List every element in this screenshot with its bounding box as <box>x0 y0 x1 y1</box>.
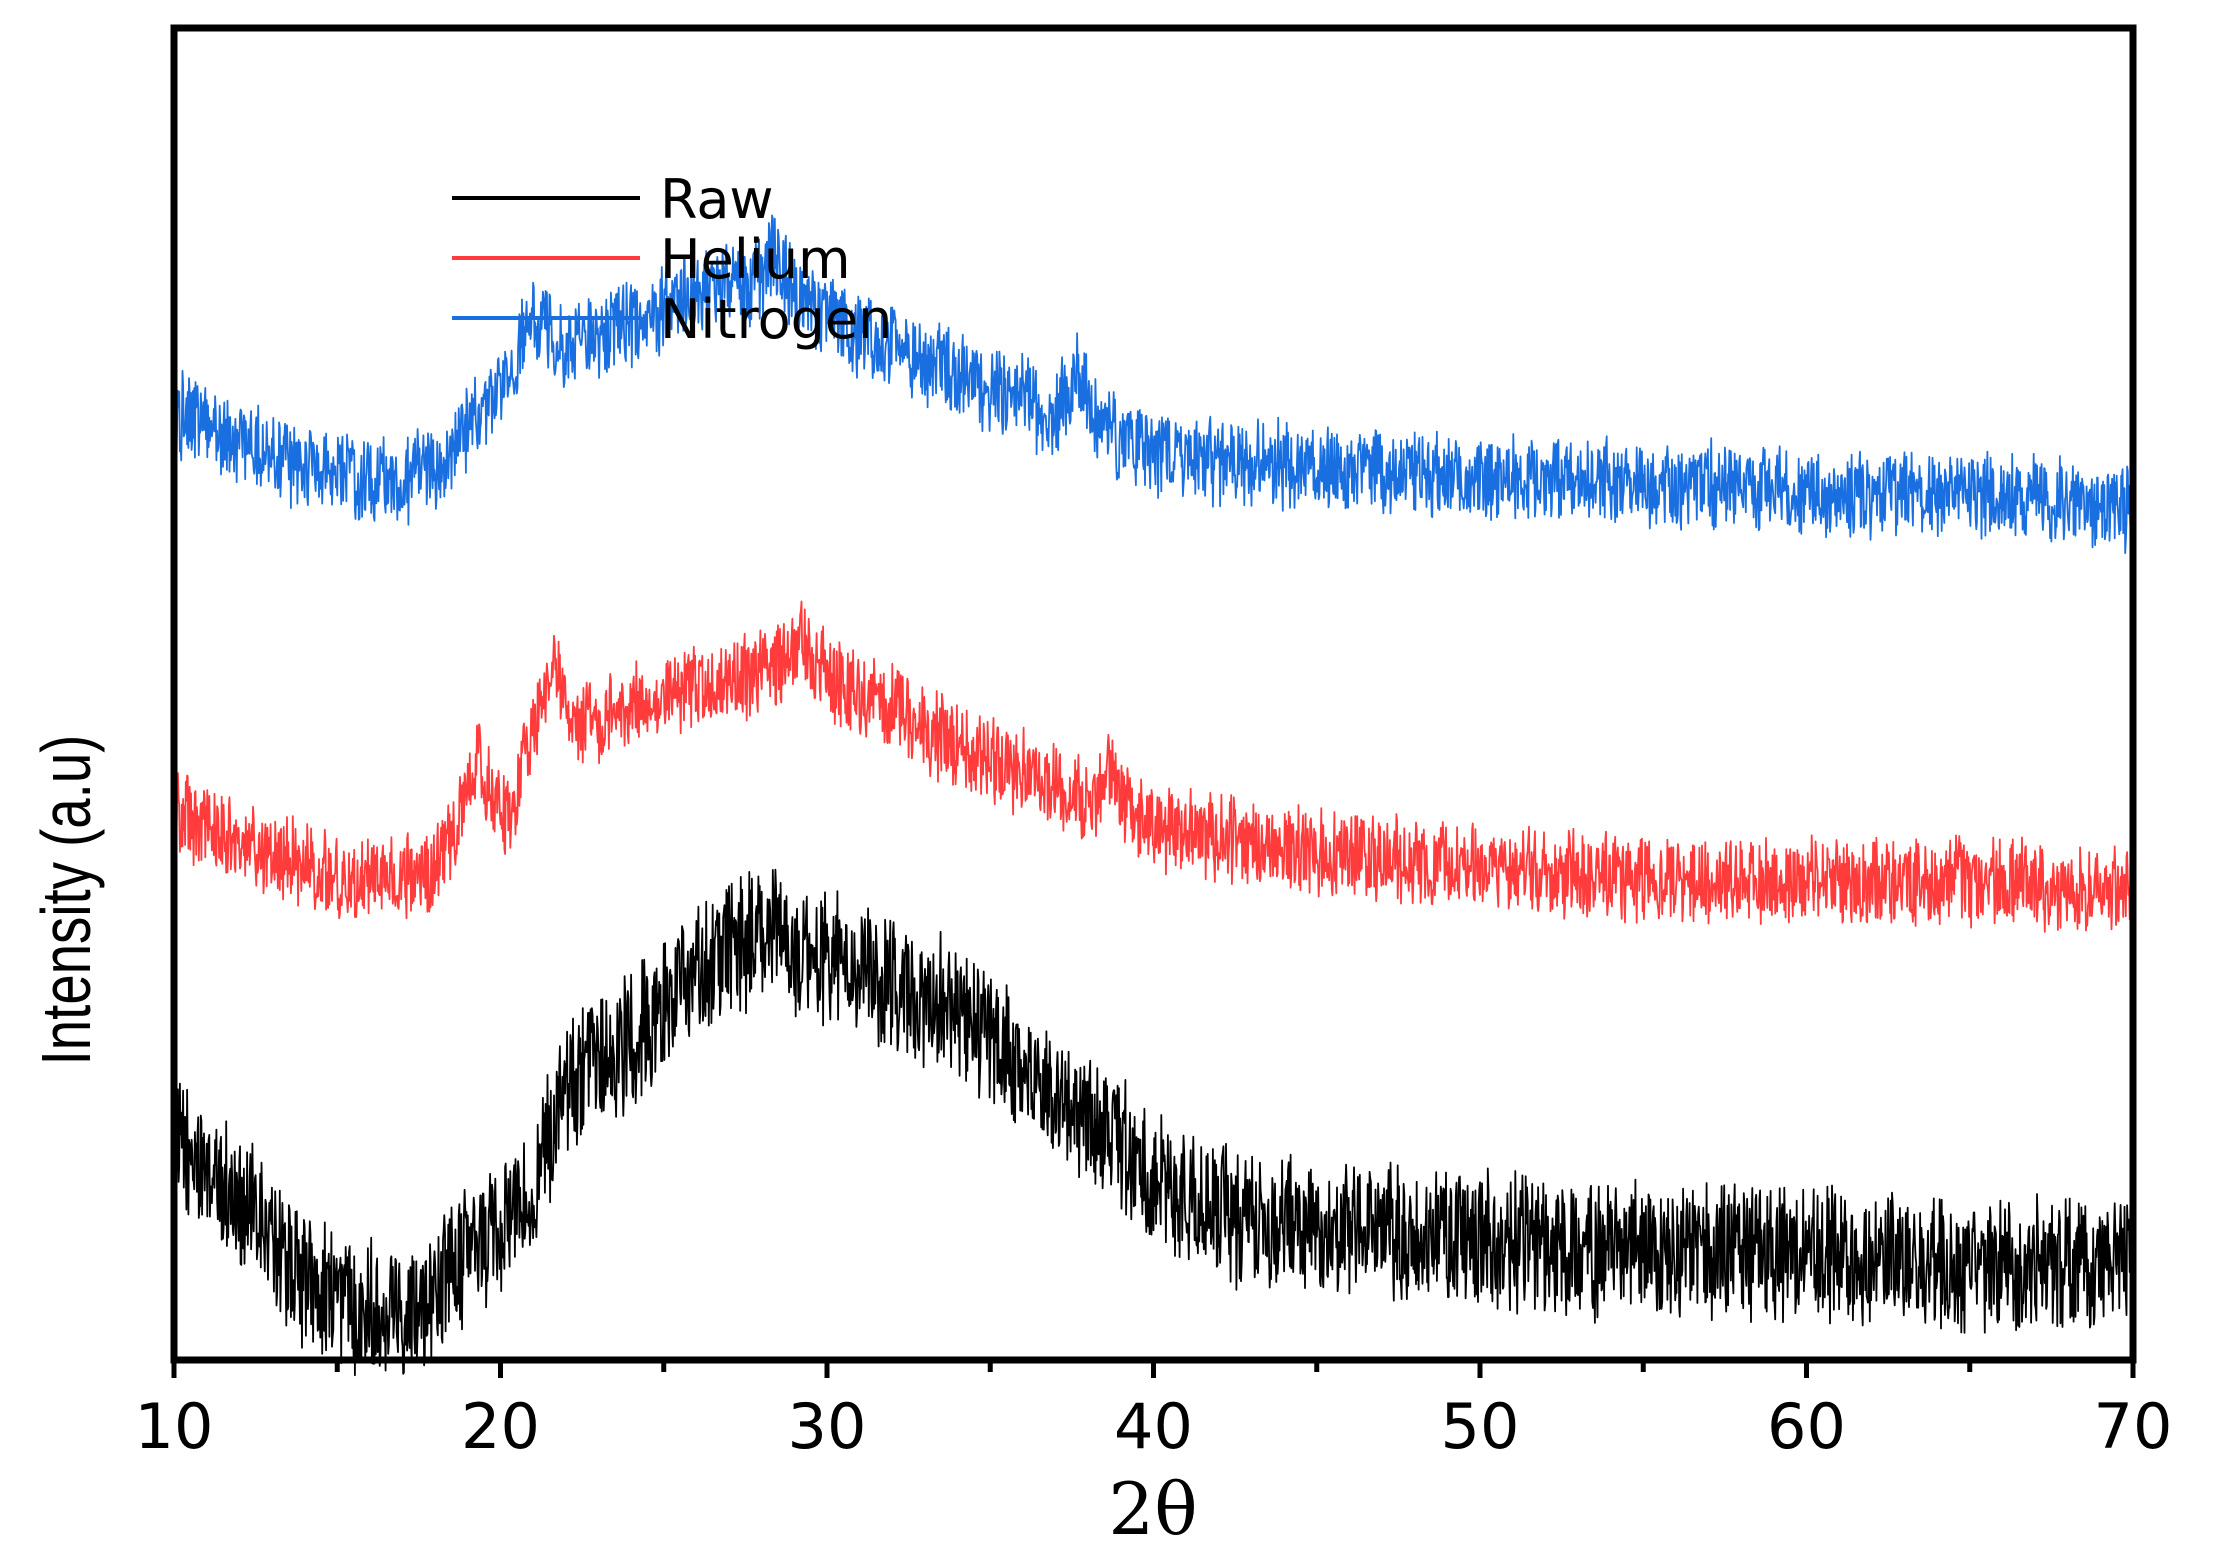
x-axis-tick-labels: 10 20 30 40 50 60 70 <box>135 1390 2173 1463</box>
x-tick-label: 50 <box>1441 1390 1520 1463</box>
x-tick-label: 60 <box>1767 1390 1846 1463</box>
legend-label-raw: Raw <box>660 168 774 231</box>
series-line-raw <box>173 868 2134 1377</box>
x-tick-label: 30 <box>788 1390 867 1463</box>
x-tick-label: 10 <box>135 1390 214 1463</box>
x-axis-title: 2θ <box>1108 1467 1197 1551</box>
legend-label-nitrogen: Nitrogen <box>660 288 892 351</box>
x-tick-label: 40 <box>1114 1390 1193 1463</box>
series-line-nitrogen <box>173 214 2134 554</box>
x-tick-label: 20 <box>461 1390 540 1463</box>
x-tick-label: 70 <box>2094 1390 2173 1463</box>
series-layer <box>173 214 2134 1377</box>
series-line-helium <box>173 600 2134 933</box>
legend-label-helium: Helium <box>660 228 851 291</box>
legend: Raw Helium Nitrogen <box>452 168 892 351</box>
x-axis-ticks <box>171 1360 2136 1378</box>
y-axis-title: Intensity (a.u) <box>28 735 106 1066</box>
